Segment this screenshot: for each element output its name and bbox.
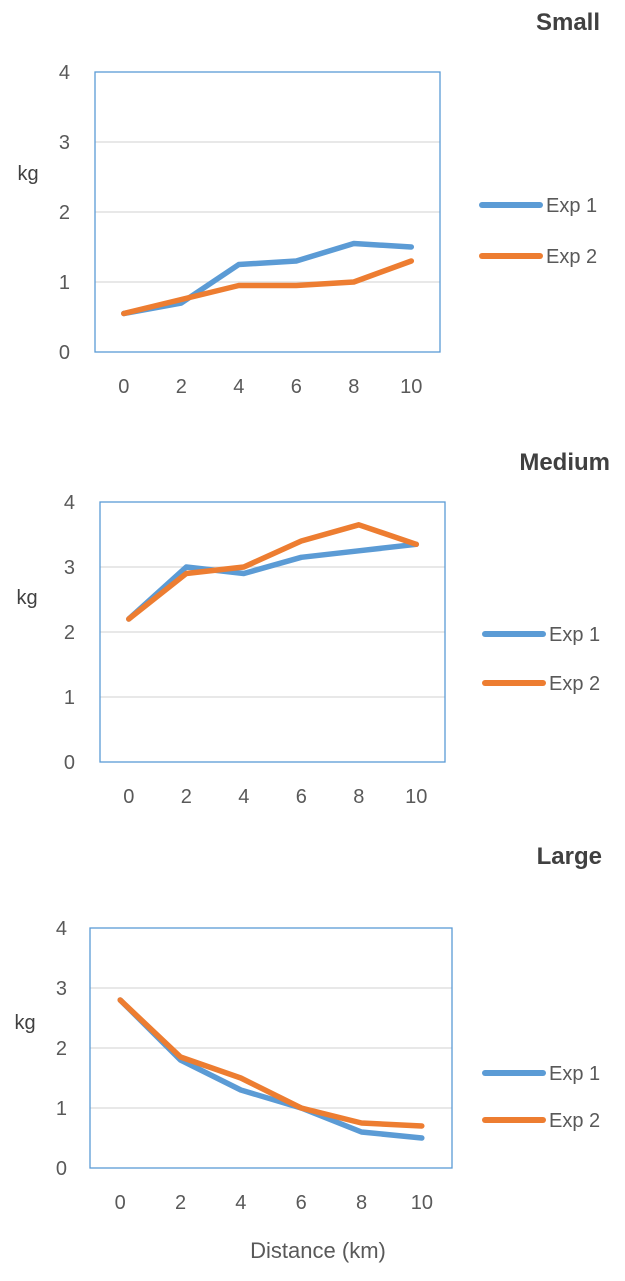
x-tick-label: 2 (176, 376, 187, 398)
y-tick-label: 3 (64, 557, 75, 579)
y-tick-label: 1 (64, 687, 75, 709)
series-line-exp-1 (126, 541, 420, 622)
chart-title: Large (537, 843, 602, 870)
x-tick-label: 6 (291, 376, 302, 398)
y-tick-label: 0 (64, 752, 75, 774)
legend-label: Exp 2 (546, 246, 597, 268)
x-tick-label: 4 (238, 786, 249, 808)
plot-area-border (99, 501, 446, 763)
y-tick-label: 2 (56, 1038, 67, 1060)
chart-medium: 0 1 2 3 4 0 2 4 6 8 10 kg Medium Exp 1 Exp 2 (16, 449, 610, 808)
series-line-exp-2 (126, 522, 420, 622)
x-tick-label: 0 (118, 376, 129, 398)
legend-label: Exp 1 (546, 195, 597, 217)
y-tick-label: 1 (59, 272, 70, 294)
y-tick-label: 3 (56, 978, 67, 1000)
legend-label: Exp 1 (549, 624, 600, 646)
chart-title: Medium (519, 449, 610, 476)
series-line-exp-2 (121, 258, 415, 317)
x-tick-label: 2 (175, 1192, 186, 1214)
y-tick-label: 3 (59, 132, 70, 154)
x-tick-label: 8 (353, 786, 364, 808)
y-axis-label: kg (14, 1012, 35, 1034)
y-tick-label: 1 (56, 1098, 67, 1120)
y-tick-label: 4 (64, 492, 75, 514)
chart-title: Small (536, 9, 600, 36)
x-tick-label: 6 (296, 1192, 307, 1214)
legend-label: Exp 1 (549, 1063, 600, 1085)
series-line-exp-1 (117, 997, 425, 1141)
legend-label: Exp 2 (549, 673, 600, 695)
x-tick-label: 10 (405, 786, 427, 808)
chart-large: 0 1 2 3 4 0 2 4 6 8 10 kg Large Exp 1 Exp 2 Distance (k… (14, 843, 602, 1263)
legend-label: Exp 2 (549, 1110, 600, 1132)
plot-area-border (89, 927, 453, 1169)
y-tick-label: 4 (56, 918, 67, 940)
x-tick-label: 8 (356, 1192, 367, 1214)
y-tick-label: 2 (59, 202, 70, 224)
y-tick-label: 0 (59, 342, 70, 364)
y-tick-label: 4 (59, 62, 70, 84)
x-tick-label: 10 (411, 1192, 433, 1214)
x-tick-label: 4 (233, 376, 244, 398)
y-tick-label: 2 (64, 622, 75, 644)
x-tick-label: 6 (296, 786, 307, 808)
plot-area-border (94, 71, 441, 353)
y-axis-label: kg (17, 163, 38, 185)
x-tick-label: 8 (348, 376, 359, 398)
x-tick-label: 4 (235, 1192, 246, 1214)
series-line-exp-1 (121, 240, 415, 317)
x-tick-label: 2 (181, 786, 192, 808)
x-axis-title: Distance (km) (250, 1238, 386, 1263)
y-tick-label: 0 (56, 1158, 67, 1180)
chart-small: 0 1 2 3 4 0 2 4 6 8 10 kg Small Exp 1 Exp 2 (17, 9, 600, 398)
y-axis-label: kg (16, 587, 37, 609)
x-tick-label: 10 (400, 376, 422, 398)
series-line-exp-2 (117, 997, 425, 1129)
x-tick-label: 0 (123, 786, 134, 808)
x-tick-label: 0 (115, 1192, 126, 1214)
